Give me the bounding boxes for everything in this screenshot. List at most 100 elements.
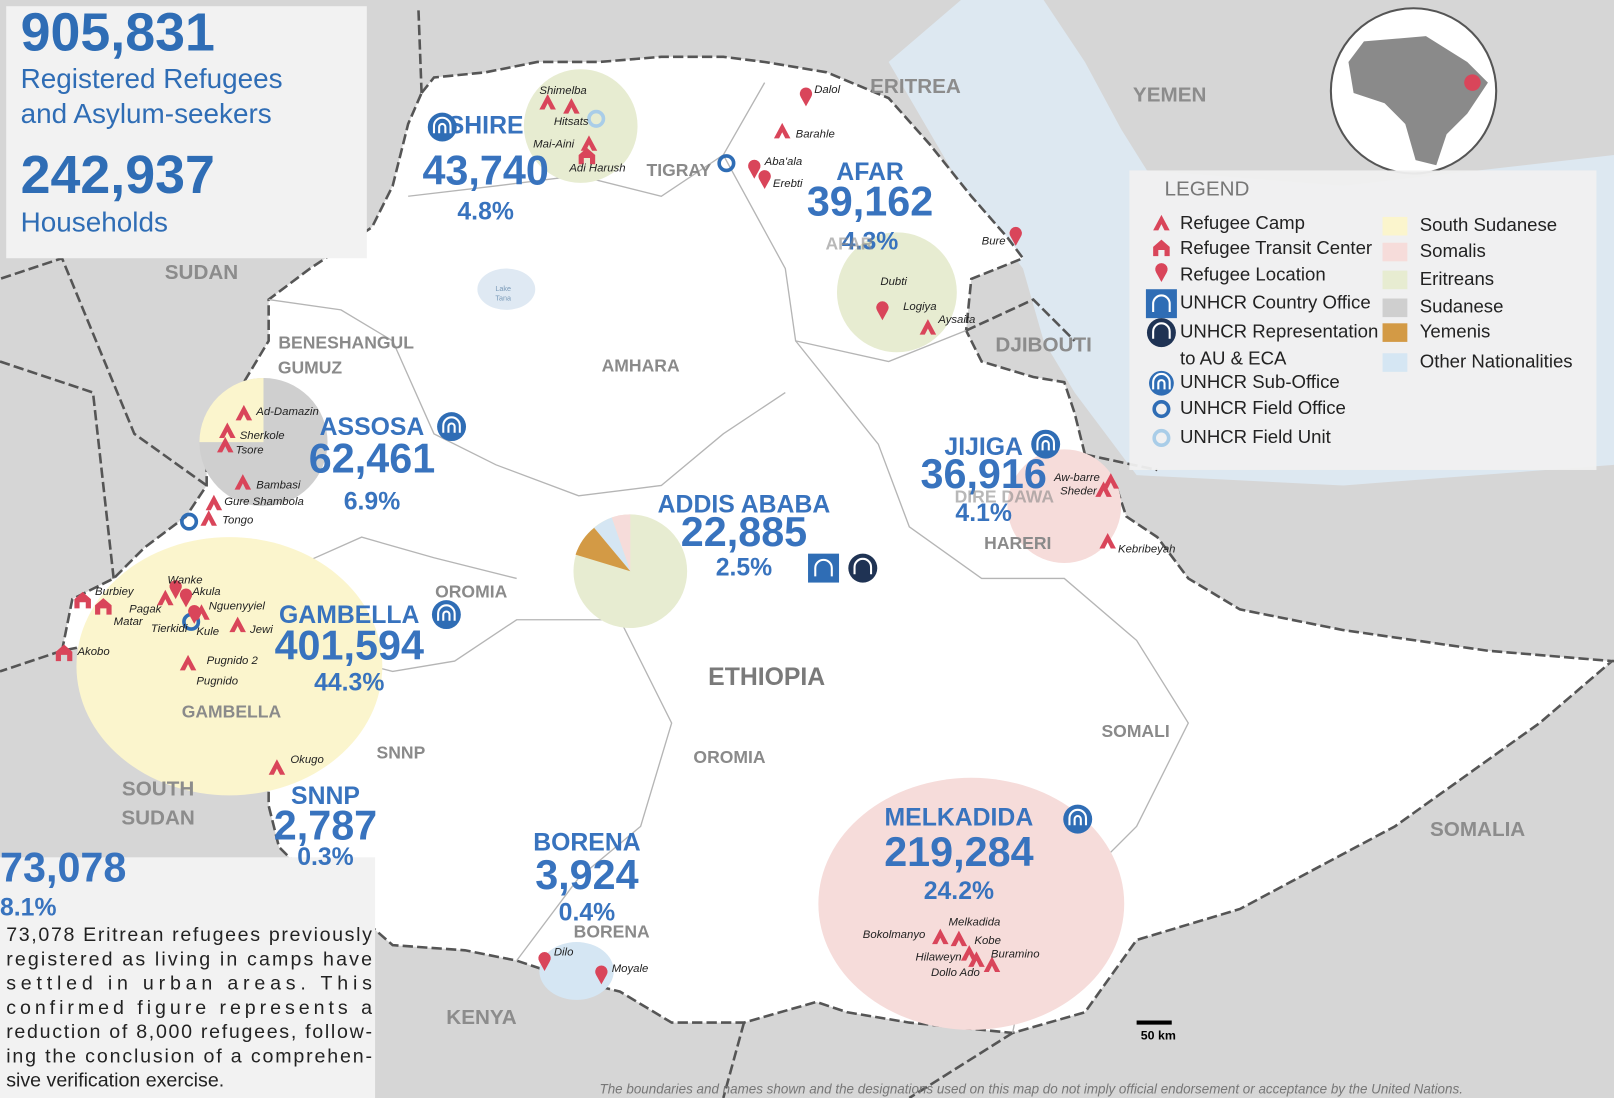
location-label: Melkadida: [949, 916, 1001, 928]
ethiopia-highlight: [1464, 74, 1481, 91]
globe: [1329, 7, 1498, 175]
camp-icon: [205, 494, 223, 511]
location-label: Dubti: [880, 276, 907, 288]
location-label: Pagak: [129, 603, 163, 615]
border: [0, 649, 63, 673]
location-label: Erebti: [773, 178, 803, 190]
region-label: OROMIA: [435, 582, 507, 602]
field-office-icon: [717, 154, 736, 173]
location-label: Bambasi: [256, 479, 301, 491]
sub-office-glyph: [432, 116, 452, 134]
country-office-icon: [808, 553, 840, 583]
country-label: SOUTH: [122, 778, 194, 801]
location-pin: [1155, 263, 1168, 282]
region-label: HARERI: [984, 533, 1051, 553]
representation-icon: [848, 553, 878, 583]
refugees-label: and Asylum-seekers: [21, 98, 272, 129]
country-label: DJIBOUTI: [995, 333, 1091, 356]
location-pin: [595, 965, 608, 985]
location-label: Hitsats: [554, 116, 589, 128]
country-office-glyph: [1152, 294, 1171, 312]
note-line: reduction of 8,000 refugees, follow-: [6, 1021, 372, 1043]
transit-icon: [578, 147, 596, 165]
note-line: ing the conclusion of a comprehen-: [6, 1045, 372, 1067]
border: [965, 297, 1076, 342]
region-label: GUMUZ: [278, 357, 343, 377]
office-share: 44.3%: [314, 669, 384, 696]
office-share: 0.3%: [297, 844, 353, 871]
location-label: Aysaita: [937, 314, 975, 326]
addis-pie: [573, 514, 688, 629]
households-label: Households: [21, 207, 168, 238]
camp-icon: [1153, 214, 1170, 231]
location-label: Akula: [191, 586, 220, 598]
border: [908, 1031, 1014, 1098]
sub-office-icon: [427, 112, 457, 142]
border: [722, 1022, 746, 1098]
region-label: SOMALI: [1101, 721, 1169, 741]
legend-swatch: [1382, 298, 1408, 318]
camp-icon: [932, 928, 949, 945]
office-total: 43,740: [422, 147, 548, 193]
camp-icon: [179, 654, 197, 671]
office-name: BORENA: [533, 829, 641, 856]
camp-icon: [580, 135, 598, 151]
office-name: AFAR: [836, 159, 904, 186]
office-share: 4.3%: [842, 228, 898, 255]
location-label: Barahle: [796, 128, 835, 140]
camp-icon: [229, 616, 246, 633]
location-label: Buramino: [991, 948, 1040, 960]
office-name: GAMBELLA: [279, 602, 420, 629]
location-pin: [876, 301, 889, 321]
legend-title: LEGEND: [1165, 178, 1250, 201]
field-unit-icon: [1152, 428, 1171, 447]
office-share: 2.5%: [716, 555, 772, 582]
camp-icon: [539, 93, 556, 110]
location-label: Aba'ala: [764, 156, 803, 168]
border: [0, 256, 208, 487]
location-label: Bokolmanyo: [863, 929, 926, 941]
camp-icon: [219, 422, 236, 438]
legend-label: UNHCR Field Unit: [1180, 426, 1332, 447]
urban-share: 8.1%: [0, 895, 56, 922]
legend-label: Refugee Camp: [1180, 212, 1305, 233]
location-pin: [179, 588, 193, 608]
location-label: Pugnido 2: [207, 655, 259, 667]
location-pin: [188, 604, 201, 624]
office-total: 219,284: [884, 829, 1033, 875]
office-total: 2,787: [274, 802, 377, 848]
region-label: GAMBELLA: [182, 701, 282, 721]
location-label: Wanke: [167, 575, 202, 587]
pie-yemenis: [575, 527, 631, 572]
camp-icon: [200, 510, 217, 526]
region-label: AFAR: [825, 233, 873, 253]
location-label: Kebribeyah: [1118, 544, 1175, 556]
legend-label: Refugee Transit Center: [1180, 237, 1372, 258]
field-office-icon: [1152, 400, 1171, 419]
legend-label: South Sudanese: [1420, 214, 1557, 235]
location-label: Akobo: [76, 646, 109, 658]
legend-label: Refugee Location: [1180, 264, 1326, 285]
legend-label: Sudanese: [1420, 296, 1504, 317]
camp-icon: [216, 436, 234, 453]
region-label: BENESHANGUL: [278, 333, 414, 353]
camp-icon: [563, 98, 580, 114]
legend-label: UNHCR Representation: [1180, 321, 1378, 342]
region-label: AMHARA: [602, 355, 680, 375]
legend-swatch: [1382, 323, 1408, 342]
location-label: Bure: [982, 236, 1006, 248]
location-label: Gure Shambola: [224, 496, 304, 508]
africa: [1348, 36, 1488, 166]
field-office-icon: [180, 512, 199, 531]
camp-icon: [235, 404, 253, 421]
office-total: 22,885: [681, 509, 807, 555]
country-label: SOMALIA: [1430, 818, 1525, 841]
country-label: KENYA: [446, 1006, 517, 1029]
office-name: ADDIS ABABA: [658, 492, 831, 519]
representation-icon: [1146, 318, 1176, 348]
location-pin: [1009, 226, 1022, 246]
country-office-glyph: [814, 558, 833, 577]
country-label: ERITREA: [870, 75, 961, 98]
total-refugees: 905,831: [21, 2, 215, 62]
